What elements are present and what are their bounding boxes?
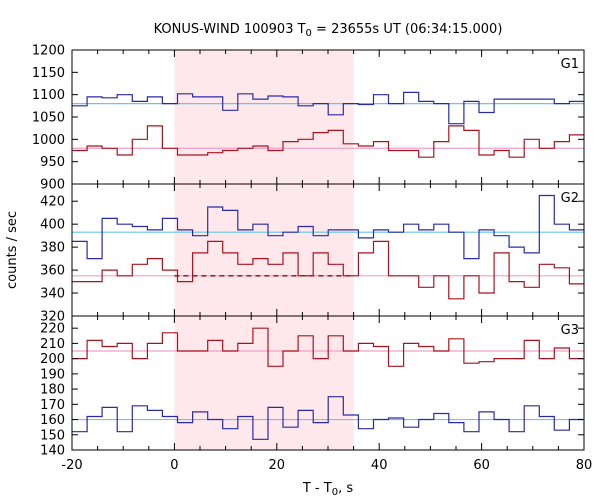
series-line-blue <box>72 91 584 125</box>
y-tick-label: 340 <box>40 287 65 302</box>
panel-label: G2 <box>561 191 579 206</box>
series-line-red <box>72 327 584 370</box>
y-tick-label: 380 <box>40 241 65 256</box>
y-tick-label: 420 <box>40 195 65 210</box>
y-tick-label: 180 <box>40 383 65 398</box>
tick-layer: G1 900 950 1000 1050 1100 1150 1200 G2 320 340 360 3… <box>32 44 592 474</box>
series-line-blue <box>72 194 584 260</box>
y-tick-label: 140 <box>40 444 65 459</box>
y-tick-label: 1000 <box>32 133 65 148</box>
shaded-interval <box>174 50 354 450</box>
panel-label: G3 <box>561 323 579 338</box>
y-tick-label: 1150 <box>32 66 65 81</box>
x-tick-label: -20 <box>61 458 82 473</box>
y-tick-label: 1100 <box>32 88 65 103</box>
x-tick-label: 0 <box>170 458 178 473</box>
y-tick-label: 1200 <box>32 44 65 59</box>
x-tick-label: 20 <box>269 458 286 473</box>
y-tick-label: 220 <box>40 322 65 337</box>
y-tick-label: 1050 <box>32 111 65 126</box>
x-tick-label: 40 <box>371 458 388 473</box>
chart-title: KONUS-WIND 100903 T0 = 23655s UT (06:34:… <box>154 22 503 39</box>
series-line-blue <box>72 396 584 440</box>
y-tick-label: 360 <box>40 264 65 279</box>
y-tick-label: 320 <box>40 310 65 325</box>
y-tick-label: 160 <box>40 413 65 428</box>
y-tick-label: 210 <box>40 337 65 352</box>
y-axis-title: counts / sec <box>5 211 20 289</box>
x-tick-label: 80 <box>576 458 593 473</box>
shaded-interval-layer <box>174 50 354 450</box>
series-line-red <box>72 125 584 158</box>
series-layer <box>72 91 584 440</box>
y-tick-label: 900 <box>40 178 65 193</box>
y-tick-label: 950 <box>40 155 65 170</box>
x-tick-label: 60 <box>473 458 490 473</box>
y-tick-label: 170 <box>40 398 65 413</box>
y-tick-label: 190 <box>40 367 65 382</box>
series-line-red <box>72 240 584 300</box>
y-tick-label: 400 <box>40 218 65 233</box>
x-axis-title: T - T0, s <box>302 481 353 498</box>
y-tick-label: 150 <box>40 428 65 443</box>
y-tick-label: 200 <box>40 352 65 367</box>
panel-label: G1 <box>561 57 579 72</box>
